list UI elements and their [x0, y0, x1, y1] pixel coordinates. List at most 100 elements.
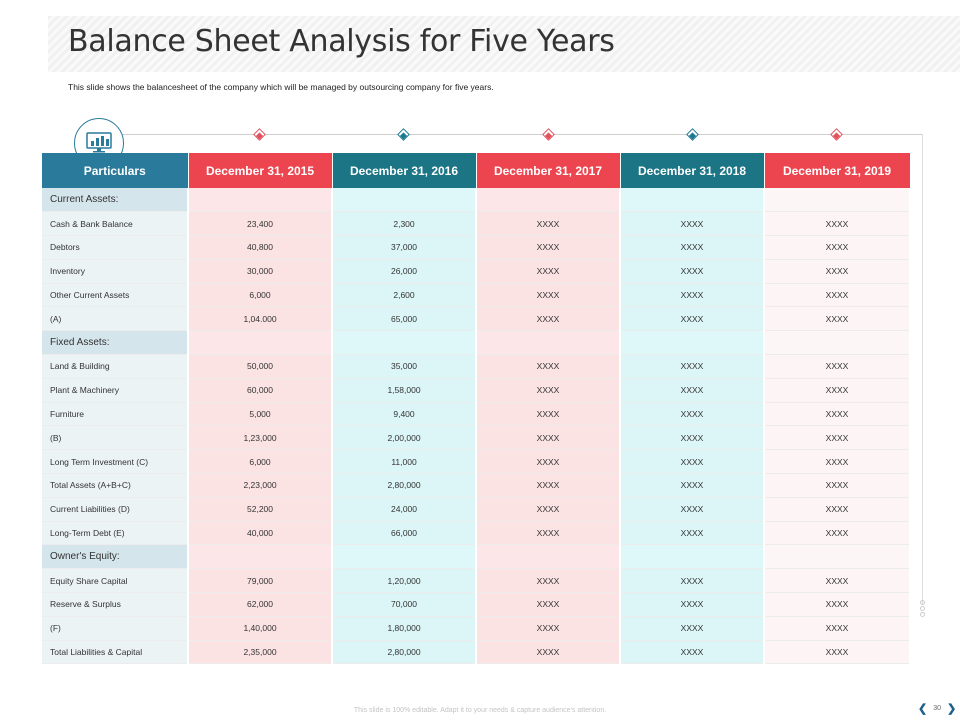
cell-value — [764, 188, 911, 213]
table-row: (B) 1,23,000 2,00,000 XXXX XXXX XXXX — [42, 425, 911, 451]
next-slide-button[interactable]: ❯ — [947, 703, 957, 715]
cell-value — [476, 188, 621, 213]
header-particulars: Particulars — [42, 153, 189, 188]
cell-value: 26,000 — [332, 259, 477, 284]
cell-value: XXXX — [476, 402, 621, 427]
cell-value — [620, 188, 765, 213]
cell-value: 1,80,000 — [332, 616, 477, 641]
cell-value: 1,04.000 — [188, 306, 333, 332]
cell-value: XXXX — [476, 592, 621, 617]
cell-value: 70,000 — [332, 592, 477, 617]
row-label: Long Term Investment (C) — [42, 449, 189, 475]
cell-value: XXXX — [620, 449, 765, 475]
cell-value: XXXX — [764, 616, 911, 641]
table-row: Debtors 40,800 37,000 XXXX XXXX XXXX — [42, 235, 911, 260]
cell-value: XXXX — [476, 425, 621, 451]
cell-value: 30,000 — [188, 259, 333, 284]
cell-value: XXXX — [620, 354, 765, 379]
cell-value: XXXX — [476, 235, 621, 260]
cell-value: 2,300 — [332, 211, 477, 237]
table-row: Long Term Investment (C) 6,000 11,000 XXXX X… — [42, 449, 911, 475]
cell-value: XXXX — [764, 497, 911, 522]
cell-value: XXXX — [620, 235, 765, 260]
diamond-marker-2018 — [686, 128, 699, 141]
cell-value: XXXX — [764, 283, 911, 308]
cell-value: XXXX — [620, 402, 765, 427]
cell-value: XXXX — [620, 592, 765, 617]
table-row: Equity Share Capital 79,000 1,20,000 XXXX XX… — [42, 568, 911, 594]
cell-value: XXXX — [764, 354, 911, 379]
row-label: Plant & Machinery — [42, 378, 189, 403]
timeline-line — [107, 134, 923, 135]
timeline-right-line — [922, 134, 923, 604]
cell-value — [620, 544, 765, 570]
cell-value — [332, 330, 477, 356]
cell-value: XXXX — [620, 425, 765, 451]
cell-value: XXXX — [620, 497, 765, 522]
cell-value: XXXX — [476, 473, 621, 498]
table-section-row: Fixed Assets: — [42, 330, 911, 356]
cell-value: XXXX — [764, 473, 911, 498]
cell-value: 6,000 — [188, 283, 333, 308]
cell-value: 62,000 — [188, 592, 333, 617]
row-label: Long-Term Debt (E) — [42, 521, 189, 546]
table-row: Total Assets (A+B+C) 2,23,000 2,80,000 XXXX… — [42, 473, 911, 498]
cell-value: XXXX — [476, 568, 621, 594]
cell-value: 37,000 — [332, 235, 477, 260]
cell-value: XXXX — [764, 235, 911, 260]
cell-value — [332, 188, 477, 213]
diamond-marker-2017 — [542, 128, 555, 141]
prev-slide-button[interactable]: ❮ — [918, 703, 928, 715]
header-2016: December 31, 2016 — [332, 153, 477, 188]
table-section-row: Current Assets: — [42, 188, 911, 213]
cell-value: 35,000 — [332, 354, 477, 379]
cell-value: XXXX — [764, 211, 911, 237]
cell-value: XXXX — [764, 640, 911, 665]
footer-note: This slide is 100% editable. Adapt it to… — [353, 707, 607, 714]
cell-value: 40,800 — [188, 235, 333, 260]
cell-value: 65,000 — [332, 306, 477, 332]
balance-sheet-table: Particulars December 31, 2015 December 3… — [42, 153, 911, 665]
cell-value: XXXX — [620, 616, 765, 641]
cell-value: 2,600 — [332, 283, 477, 308]
cell-value — [476, 330, 621, 356]
row-label: Debtors — [42, 235, 189, 260]
cell-value: XXXX — [620, 306, 765, 332]
row-label: Land & Building — [42, 354, 189, 379]
cell-value: 23,400 — [188, 211, 333, 237]
cell-value: 1,40,000 — [188, 616, 333, 641]
row-label: Total Liabilities & Capital — [42, 640, 189, 665]
header-2017: December 31, 2017 — [476, 153, 621, 188]
cell-value: 66,000 — [332, 521, 477, 546]
cell-value: XXXX — [764, 425, 911, 451]
pager: ❮ 30 ❯ — [918, 702, 956, 715]
table-row: Other Current Assets 6,000 2,600 XXXX XXXX XX… — [42, 283, 911, 308]
cell-value: 2,00,000 — [332, 425, 477, 451]
cell-value: 1,58,000 — [332, 378, 477, 403]
row-label: Furniture — [42, 402, 189, 427]
table-row: Cash & Bank Balance 23,400 2,300 XXXX XXXX XX… — [42, 211, 911, 237]
table-row: Total Liabilities & Capital 2,35,000 2,80,… — [42, 640, 911, 665]
table-row: (F) 1,40,000 1,80,000 XXXX XXXX XXXX — [42, 616, 911, 641]
cell-value: XXXX — [764, 568, 911, 594]
cell-value: XXXX — [620, 521, 765, 546]
cell-value: XXXX — [476, 211, 621, 237]
table-header-row: Particulars December 31, 2015 December 3… — [42, 153, 911, 188]
table-row: (A) 1,04.000 65,000 XXXX XXXX XXXX — [42, 306, 911, 332]
row-label: (A) — [42, 306, 189, 332]
cell-value: 1,20,000 — [332, 568, 477, 594]
cell-value: XXXX — [764, 521, 911, 546]
cell-value: 40,000 — [188, 521, 333, 546]
table-row: Inventory 30,000 26,000 XXXX XXXX XXXX — [42, 259, 911, 284]
cell-value — [764, 330, 911, 356]
row-label: Equity Share Capital — [42, 568, 189, 594]
table-row: Furniture 5,000 9,400 XXXX XXXX XXXX — [42, 402, 911, 427]
table-row: Reserve & Surplus 62,000 70,000 XXXX XXXX XXX… — [42, 592, 911, 617]
cell-value: XXXX — [476, 497, 621, 522]
page-title: Balance Sheet Analysis for Five Years — [68, 24, 615, 59]
cell-value — [332, 544, 477, 570]
cell-value: 6,000 — [188, 449, 333, 475]
header-2019: December 31, 2019 — [764, 153, 911, 188]
cell-value: XXXX — [764, 592, 911, 617]
cell-value: XXXX — [476, 449, 621, 475]
